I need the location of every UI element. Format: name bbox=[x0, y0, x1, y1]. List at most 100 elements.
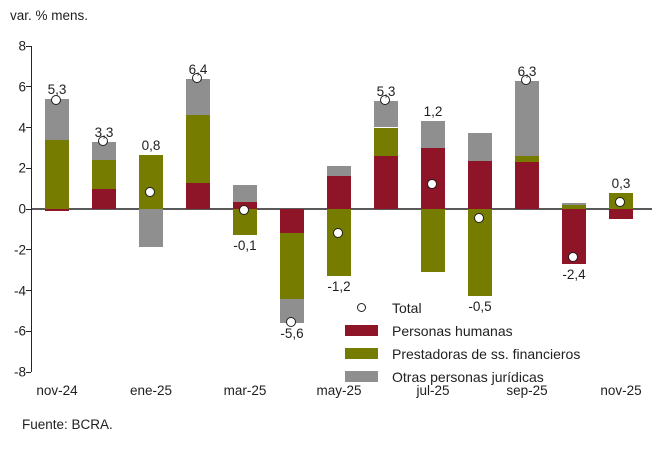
y-axis-tick bbox=[26, 208, 31, 210]
bar-segment-prestadoras-jun-25 bbox=[374, 127, 398, 157]
x-axis-label-may-25: may-25 bbox=[316, 383, 362, 398]
bar-segment-prestadoras-may-25 bbox=[327, 209, 351, 277]
bar-segment-otras-oct-25 bbox=[562, 202, 586, 205]
total-label-mar-25: -0,1 bbox=[233, 238, 257, 254]
x-axis-label-sep-25: sep-25 bbox=[506, 383, 548, 398]
bar-segment-otras-feb-25 bbox=[186, 78, 210, 116]
legend-label-prestadoras: Prestadoras de ss. financieros bbox=[392, 345, 581, 362]
legend-item-personas-humanas: Personas humanas bbox=[345, 319, 580, 342]
y-axis-tick-label: -4 bbox=[13, 283, 26, 298]
y-axis-tick-label: 8 bbox=[18, 38, 26, 54]
total-marker-jun-25 bbox=[380, 95, 391, 106]
y-axis-tick-label: 0 bbox=[18, 201, 26, 217]
total-label-jun-25: 5,3 bbox=[376, 84, 396, 99]
bar-segment-prestadoras-feb-25 bbox=[186, 115, 210, 183]
y-axis-tick bbox=[26, 249, 31, 251]
total-label-ago-25: -0,5 bbox=[468, 298, 492, 314]
bar-segment-humanas-nov-24 bbox=[45, 209, 69, 212]
total-marker-ago-25 bbox=[474, 213, 485, 224]
humanas-color-swatch bbox=[345, 325, 378, 336]
legend-item-prestadoras: Prestadoras de ss. financieros bbox=[345, 342, 580, 365]
bar-segment-otras-may-25 bbox=[327, 166, 351, 177]
legend-item-otras: Otras personas jurídicas bbox=[345, 365, 580, 388]
total-marker-mar-25 bbox=[239, 205, 250, 216]
total-label-dic-24: 3,3 bbox=[94, 124, 114, 140]
bar-segment-otras-ene-25 bbox=[139, 209, 163, 247]
bar-segment-prestadoras-ene-25 bbox=[139, 155, 163, 209]
bar-segment-otras-dic-24 bbox=[92, 141, 116, 161]
total-label-feb-25: 6,4 bbox=[188, 61, 208, 77]
total-label-jul-25: 1,2 bbox=[423, 104, 443, 120]
x-axis-label-nov-25: nov-25 bbox=[600, 383, 642, 398]
bar-segment-prestadoras-abr-25 bbox=[280, 233, 304, 299]
bar-segment-prestadoras-jul-25 bbox=[421, 209, 445, 273]
prestadoras-color-swatch bbox=[345, 348, 378, 359]
bar-segment-humanas-ago-25 bbox=[468, 161, 492, 209]
total-label-sep-25: 6,3 bbox=[517, 63, 537, 79]
bar-segment-otras-mar-25 bbox=[233, 184, 257, 202]
y-axis-tick-label: 2 bbox=[18, 160, 26, 176]
bar-segment-humanas-jul-25 bbox=[421, 147, 445, 209]
bar-segment-humanas-jun-25 bbox=[374, 156, 398, 209]
total-label-ene-25: 0,8 bbox=[141, 138, 161, 153]
y-axis-tick-label: -2 bbox=[13, 242, 26, 258]
y-axis-tick-label: -8 bbox=[13, 364, 26, 380]
otras-color-swatch bbox=[345, 371, 378, 382]
bar-segment-prestadoras-ago-25 bbox=[468, 209, 492, 296]
total-marker-swatch bbox=[345, 303, 378, 312]
total-marker-feb-25 bbox=[192, 72, 203, 83]
chart-legend: Total Personas humanas Prestadoras de ss… bbox=[345, 296, 580, 388]
total-label-nov-25: 0,3 bbox=[611, 175, 631, 191]
total-marker-nov-24 bbox=[51, 95, 62, 106]
bar-segment-humanas-dic-24 bbox=[92, 188, 116, 209]
y-axis-tick-label: -6 bbox=[13, 323, 26, 339]
bar-segment-otras-sep-25 bbox=[515, 80, 539, 156]
legend-label-total: Total bbox=[392, 299, 422, 316]
legend-item-total: Total bbox=[345, 296, 580, 319]
y-axis-tick bbox=[26, 290, 31, 292]
total-label-abr-25: -5,6 bbox=[280, 326, 304, 342]
bar-segment-prestadoras-nov-24 bbox=[45, 139, 69, 209]
bar-segment-humanas-may-25 bbox=[327, 176, 351, 209]
bar-segment-otras-nov-24 bbox=[45, 98, 69, 140]
y-axis-tick bbox=[26, 371, 31, 373]
total-marker-jul-25 bbox=[427, 178, 438, 189]
y-axis-tick-label: 4 bbox=[18, 120, 26, 135]
total-marker-oct-25 bbox=[568, 252, 579, 263]
bar-segment-prestadoras-dic-24 bbox=[92, 160, 116, 189]
y-axis-tick bbox=[26, 167, 31, 169]
bar-segment-otras-jun-25 bbox=[374, 101, 398, 128]
bar-segment-humanas-abr-25 bbox=[280, 209, 304, 234]
bar-segment-humanas-sep-25 bbox=[515, 162, 539, 209]
x-axis-label-mar-25: mar-25 bbox=[223, 383, 267, 398]
y-axis-tick-label: 6 bbox=[18, 79, 26, 95]
total-marker-ene-25 bbox=[145, 187, 156, 197]
y-axis-tick bbox=[26, 86, 31, 88]
chart-title: var. % mens. bbox=[10, 8, 89, 23]
total-circle-icon bbox=[357, 303, 366, 312]
bar-segment-otras-jul-25 bbox=[421, 121, 445, 148]
legend-label-otras: Otras personas jurídicas bbox=[392, 368, 544, 385]
bar-segment-humanas-feb-25 bbox=[186, 182, 210, 209]
y-axis-tick bbox=[26, 45, 31, 47]
legend-label-personas-humanas: Personas humanas bbox=[392, 322, 513, 339]
total-marker-nov-25 bbox=[615, 197, 626, 208]
bar-segment-humanas-nov-25 bbox=[609, 209, 633, 220]
total-marker-abr-25 bbox=[286, 317, 297, 328]
y-axis-tick bbox=[26, 330, 31, 332]
bar-segment-otras-ago-25 bbox=[468, 132, 492, 162]
total-label-may-25: -1,2 bbox=[327, 279, 351, 295]
bar-segment-prestadoras-oct-25 bbox=[562, 204, 586, 209]
total-label-oct-25: -2,4 bbox=[562, 267, 586, 282]
total-marker-dic-24 bbox=[98, 136, 109, 147]
total-marker-may-25 bbox=[333, 227, 344, 238]
x-axis-label-ene-25: ene-25 bbox=[129, 383, 173, 398]
x-axis-label-nov-24: nov-24 bbox=[36, 383, 78, 398]
y-axis-tick bbox=[26, 127, 31, 129]
x-axis-label-jul-25: jul-25 bbox=[416, 383, 450, 398]
y-axis-line bbox=[30, 46, 32, 372]
total-label-nov-24: 5,3 bbox=[47, 81, 67, 97]
source-note: Fuente: BCRA. bbox=[22, 417, 113, 432]
total-marker-sep-25 bbox=[521, 74, 532, 85]
